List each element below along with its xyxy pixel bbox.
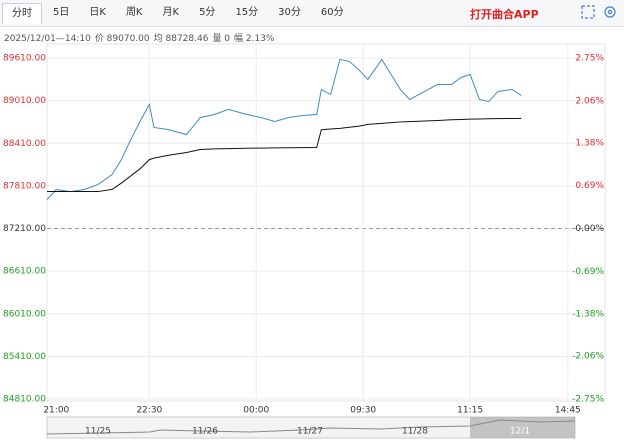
navigator-line [46,419,576,435]
tab[interactable]: 月K [162,7,180,18]
line [46,58,522,200]
info-item: 均 88728.46 [153,34,209,44]
y2-tick-label: 2.06% [575,96,604,106]
y-tick-label: 87810.00 [3,181,46,191]
y-tick-label: 89010.00 [3,96,46,106]
x-tick-label: 21:00 [43,406,69,416]
navigator-date: 12/1 [510,427,530,437]
line [47,117,522,193]
info-item: 幅 2.13% [234,34,275,44]
info-item: 量 0 [212,34,231,44]
tab[interactable]: 分时 [2,2,42,24]
plot-border [46,43,606,402]
y-tick-label: 86010.00 [3,309,46,319]
x-tick-label: 11:15 [457,406,483,416]
navigator-date: 11/28 [402,427,428,437]
y2-tick-label: 1.38% [575,138,604,148]
y2-tick-label: 0.00% [575,224,604,234]
y2-tick-label: -2.75% [572,395,604,405]
y-tick-label: 85410.00 [3,352,46,362]
tab[interactable]: 周K [125,7,143,18]
x-tick-label: 00:00 [243,406,269,416]
y2-tick-label: -0.69% [572,267,604,277]
y-tick-label: 88410.00 [3,139,46,149]
y-tick-label: 87210.00 [3,224,46,234]
y-tick-label: 89610.00 [3,54,46,64]
info-item: 2025/12/01—14:10 [4,34,91,44]
y-tick-label: 84810.00 [3,395,46,405]
tab[interactable]: 日K [89,7,106,18]
toolbar-icons[interactable] [581,5,616,19]
y2-tick-label: 2.75% [575,54,604,64]
x-tick-label: 09:30 [350,406,376,416]
x-tick-label: 14:45 [555,406,581,416]
navigator-date: 11/27 [297,427,323,437]
x-tick-label: 22:30 [136,406,162,416]
tab[interactable]: 5分 [199,7,216,18]
navigator-date: 11/26 [192,427,218,437]
navigator-date: 11/25 [85,427,111,437]
y2-tick-label: -1.38% [572,310,604,320]
y2-tick-label: 0.69% [575,181,604,191]
y-tick-label: 86610.00 [3,267,46,277]
info-item: 价 89070.00 [94,34,150,44]
y2-tick-label: -2.06% [572,352,604,362]
tab-bar: 分时 5日 日K 周K 月K 5分 15分 30分 60分 [0,0,624,27]
tab[interactable]: 30分 [278,7,301,18]
tab[interactable]: 5日 [53,7,70,18]
tab[interactable]: 15分 [235,7,259,18]
app-link[interactable]: 打开曲合APP [470,8,539,21]
tab[interactable]: 60分 [320,7,344,18]
